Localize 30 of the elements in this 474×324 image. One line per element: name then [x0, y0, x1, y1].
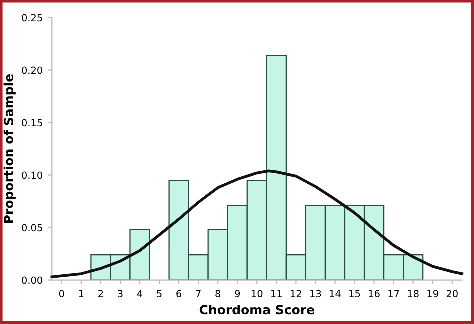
x-tick-label: 5: [157, 290, 162, 298]
x-tick-label: 8: [216, 290, 221, 298]
x-tick-label: 1: [79, 290, 84, 298]
y-tick-label: 0.15: [22, 119, 42, 127]
x-tick-label: 18: [408, 290, 419, 298]
x-tick-label: 19: [428, 290, 438, 298]
x-tick-label: 6: [176, 290, 182, 298]
y-tick-label: 0.25: [22, 14, 42, 22]
x-tick-label: 16: [369, 290, 380, 298]
x-tick-label: 0: [59, 290, 64, 298]
y-tick-label: 0.05: [22, 224, 42, 232]
x-tick-label: 15: [350, 290, 360, 298]
line-series: [50, 170, 464, 278]
y-tick-label: 0.10: [22, 172, 42, 180]
x-tick-label: 7: [196, 290, 201, 298]
x-tick-label: 10: [252, 290, 263, 298]
x-axis-title: Chordoma Score: [200, 304, 314, 315]
x-tick-label: 13: [310, 290, 322, 298]
x-tick-label: 11: [272, 290, 282, 298]
x-tick-label: 20: [446, 290, 458, 298]
y-axis-title: Proportion of Sample: [4, 74, 16, 224]
x-tick-label: 2: [98, 290, 104, 298]
x-tick-label: 9: [235, 290, 240, 298]
x-tick-label: 17: [388, 290, 400, 298]
x-tick-label: 3: [118, 290, 123, 298]
y-tick-label: 0.20: [22, 66, 42, 74]
x-tick-label: 14: [330, 290, 341, 298]
x-tick-label: 4: [137, 290, 143, 298]
x-tick-label: 12: [291, 290, 302, 298]
y-tick-label: 0.00: [22, 276, 42, 284]
